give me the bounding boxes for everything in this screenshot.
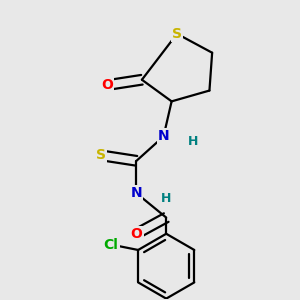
Text: S: S <box>172 27 182 41</box>
Text: S: S <box>96 148 106 162</box>
Text: O: O <box>130 227 142 241</box>
Text: N: N <box>158 130 169 143</box>
Text: H: H <box>161 192 171 205</box>
Text: H: H <box>188 135 198 148</box>
Text: N: N <box>131 186 142 200</box>
Text: Cl: Cl <box>104 238 119 252</box>
Text: O: O <box>101 78 113 92</box>
